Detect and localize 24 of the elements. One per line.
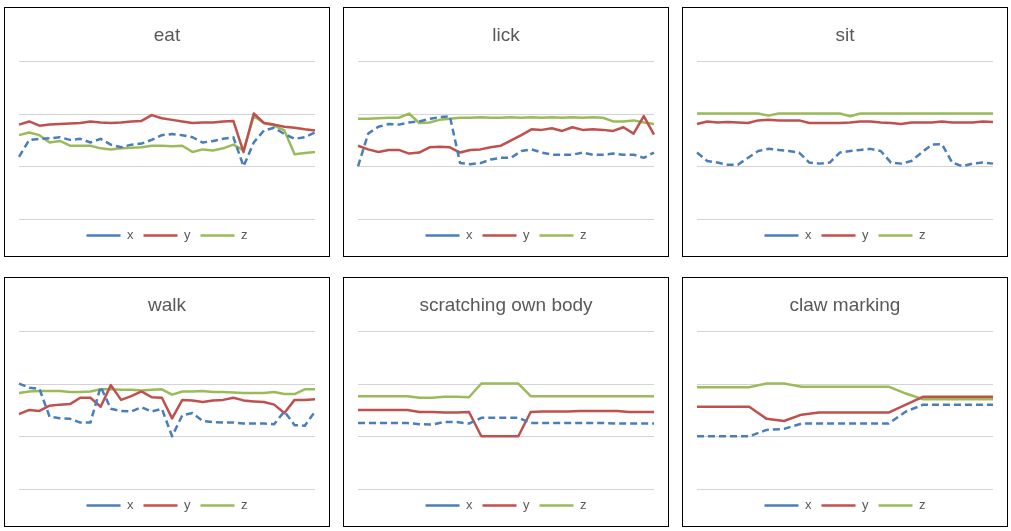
legend-label: z xyxy=(241,497,248,513)
chart-title: claw marking xyxy=(789,293,901,315)
legend-label: y xyxy=(862,227,869,243)
legend-label: y xyxy=(862,497,869,513)
legend-label: x xyxy=(805,227,812,243)
legend-label: y xyxy=(184,227,191,243)
chart-title: sit xyxy=(835,23,856,45)
legend-label: y xyxy=(184,497,191,513)
legend-label: x xyxy=(466,227,473,243)
legend-label: z xyxy=(580,497,587,513)
legend-label: z xyxy=(919,227,926,243)
legend-label: x xyxy=(127,497,134,513)
chart-title: eat xyxy=(153,23,181,45)
chart-title: lick xyxy=(492,23,521,45)
legend-label: z xyxy=(919,497,926,513)
legend-label: y xyxy=(523,227,530,243)
legend-label: y xyxy=(523,497,530,513)
legend-label: x xyxy=(127,227,134,243)
chart-title: scratching own body xyxy=(419,293,594,315)
legend-label: z xyxy=(580,227,587,243)
legend-label: x xyxy=(805,497,812,513)
legend-label: z xyxy=(241,227,248,243)
chart-title: walk xyxy=(146,293,187,315)
legend-label: x xyxy=(466,497,473,513)
